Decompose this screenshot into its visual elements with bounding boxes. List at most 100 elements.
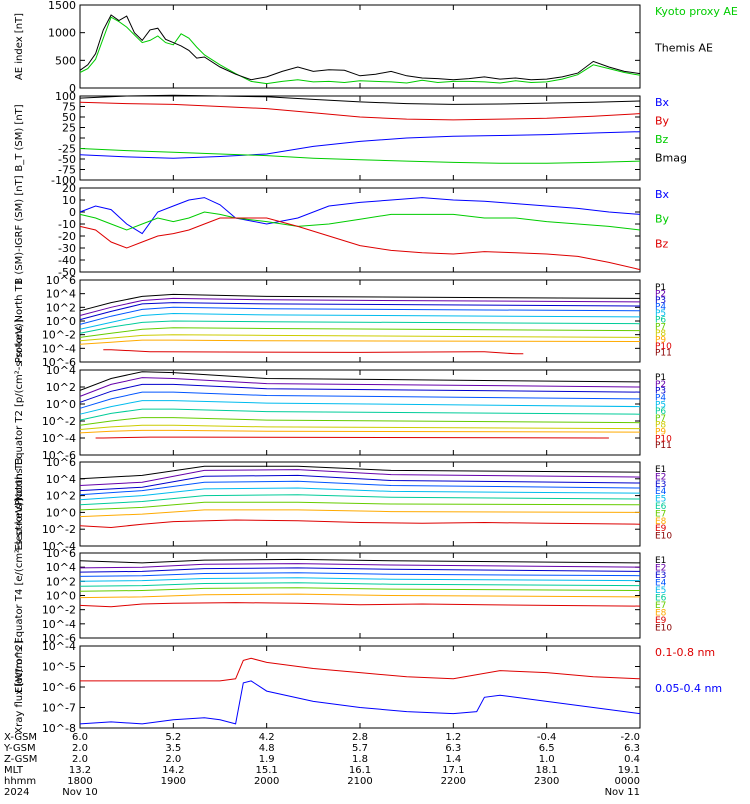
footer-cell: 3.5	[165, 743, 181, 754]
y-tick-label: 10^4	[46, 288, 76, 301]
series-line	[79, 509, 641, 518]
series-line	[79, 383, 641, 403]
legend-label: E4	[655, 579, 667, 589]
footer-cell: 6.3	[445, 743, 461, 754]
series-line	[79, 480, 641, 496]
footer-cell: 2.0	[72, 743, 88, 754]
legend-label: E9	[655, 524, 667, 534]
y-tick-label: 10^-4	[42, 640, 76, 653]
footer-cell: 14.2	[162, 765, 184, 776]
panel-frame	[79, 187, 641, 273]
legend-label: E4	[655, 487, 667, 497]
footer-row-label: hhmm	[4, 776, 36, 787]
footer-row-label: 2024	[4, 787, 29, 798]
series-line	[79, 211, 641, 231]
y-tick-label: 10^-6	[42, 449, 76, 462]
y-tick-label: 10^4	[46, 364, 76, 377]
series-line	[79, 197, 641, 235]
series-line	[79, 334, 641, 342]
footer-cell: 1.8	[352, 754, 368, 765]
series-line	[79, 474, 641, 492]
footer-cell: 16.1	[349, 765, 371, 776]
y-tick-label: 0	[69, 206, 76, 219]
footer-cell: 2.0	[72, 754, 88, 765]
footer-cell: Nov 11	[605, 787, 640, 798]
footer-cell: 1800	[67, 776, 92, 787]
y-tick-label: 10^-2	[42, 523, 76, 536]
footer-cell: 5.7	[352, 743, 368, 754]
footer-row-label: X-GSM	[4, 732, 37, 743]
y-axis-label: B (SM)-IGRF (SM) [nT]	[14, 175, 25, 284]
y-tick-label: 10^4	[46, 473, 76, 486]
y-tick-label: -50	[58, 153, 76, 166]
y-tick-label: 10^6	[46, 547, 76, 560]
footer-cell: 1.9	[259, 754, 275, 765]
series-line	[79, 377, 641, 397]
legend-label: P7	[655, 414, 666, 424]
legend-label: Bz	[655, 133, 669, 146]
y-tick-label: -40	[58, 254, 76, 267]
legend-label: P1	[655, 283, 666, 293]
y-tick-label: 100	[55, 90, 76, 103]
legend-label: By	[655, 213, 670, 226]
legend-label: P1	[655, 373, 666, 383]
footer-cell: 2.8	[352, 732, 368, 743]
series-line	[79, 558, 641, 564]
legend-label: E6	[655, 502, 667, 512]
y-tick-label: 1500	[48, 0, 76, 12]
legend-label: E1	[655, 465, 666, 475]
footer-cell: 19.1	[618, 765, 640, 776]
legend-label: P6	[655, 407, 666, 417]
series-line	[79, 417, 641, 426]
y-tick-label: 10^2	[46, 301, 76, 314]
legend-label: Themis AE	[654, 42, 713, 55]
legend-label: By	[655, 115, 670, 128]
footer-cell: 13.2	[69, 765, 91, 776]
y-tick-label: 10^2	[46, 381, 76, 394]
series-line	[79, 501, 641, 511]
y-tick-label: 10^-5	[42, 661, 76, 674]
y-tick-label: 10^0	[46, 398, 76, 411]
legend-label: P11	[655, 441, 672, 451]
footer-cell: 6.3	[624, 743, 640, 754]
legend-label: P3	[655, 296, 666, 306]
y-tick-label: 500	[55, 54, 76, 67]
y-axis-label: Xray flux [W/m^2]	[14, 640, 25, 734]
series-line	[79, 391, 641, 409]
footer-cell: -0.4	[537, 732, 557, 743]
series-line	[79, 602, 641, 608]
footer-row-label: Y-GSM	[3, 743, 36, 754]
y-tick-label: 75	[62, 101, 76, 114]
series-line	[79, 469, 641, 486]
series-line	[79, 217, 641, 271]
y-tick-label: -50	[58, 266, 76, 279]
legend-label: E3	[655, 480, 666, 490]
legend-label: P5	[655, 400, 666, 410]
legend-label: E3	[655, 571, 666, 581]
legend-label: E8	[655, 517, 667, 527]
footer-cell: 4.2	[259, 732, 275, 743]
footer-cell: 2100	[347, 776, 372, 787]
footer-cell: 1.0	[539, 754, 555, 765]
series-line	[79, 94, 641, 105]
y-axis-label: Protons North T1	[14, 279, 25, 363]
legend-label: Bx	[655, 188, 670, 201]
y-tick-label: -20	[58, 230, 76, 243]
series-line	[103, 349, 524, 355]
legend-label: Bmag	[655, 152, 687, 165]
series-line	[79, 101, 641, 121]
series-line	[79, 572, 641, 577]
y-tick-label: 0	[69, 82, 76, 95]
series-line	[79, 131, 641, 159]
y-tick-label: 10	[62, 194, 76, 207]
y-tick-label: 10^4	[46, 561, 76, 574]
y-tick-label: 10^6	[46, 456, 76, 469]
legend-label: 0.05-0.4 nm	[655, 682, 722, 695]
legend-label: E6	[655, 594, 667, 604]
y-tick-label: 10^-4	[42, 540, 76, 553]
footer-cell: 0.4	[624, 754, 640, 765]
footer-cell: 15.1	[256, 765, 278, 776]
series-line	[79, 297, 641, 316]
series-line	[79, 680, 641, 725]
